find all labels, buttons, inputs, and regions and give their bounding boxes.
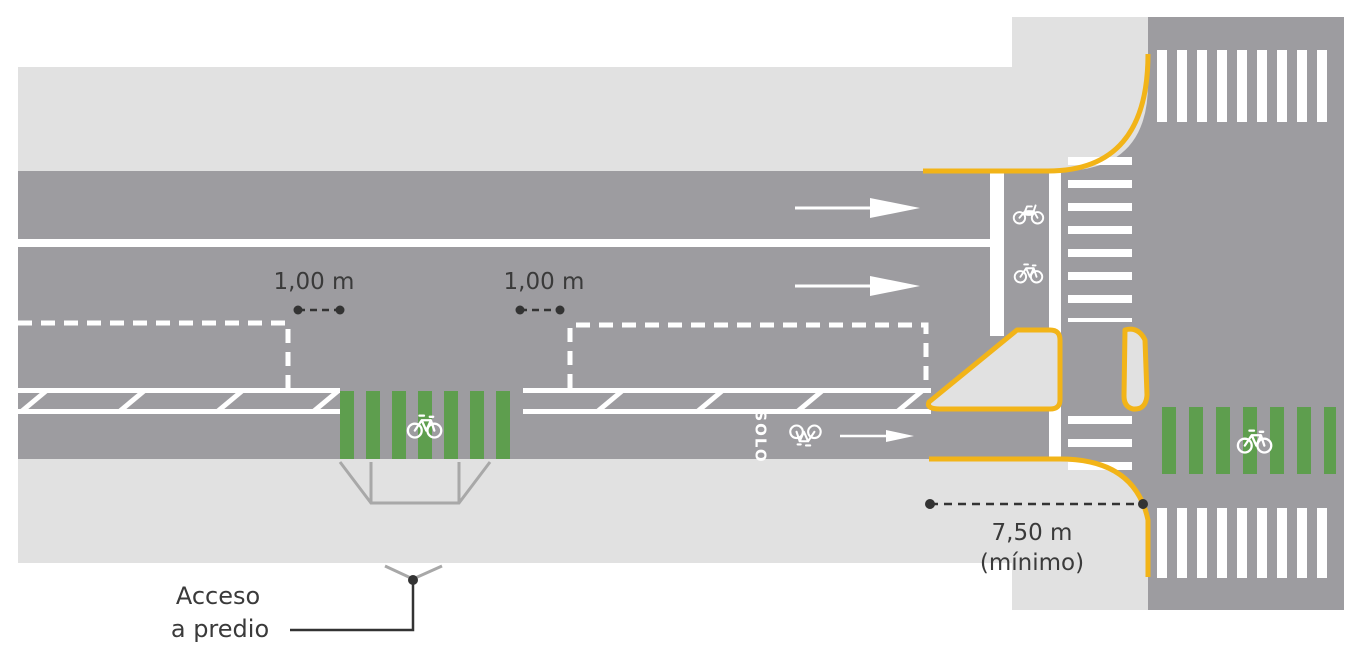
south-sidewalk <box>18 459 1018 563</box>
spacing-label-left: 1,00 m <box>274 269 355 295</box>
curb-top <box>923 53 1151 174</box>
buffer-left-bottom-line <box>18 409 340 414</box>
setback-note-label: (mínimo) <box>980 550 1084 576</box>
spacing-marker-right <box>515 305 565 315</box>
pedestrian-island <box>1121 326 1150 412</box>
main-road <box>18 171 1152 459</box>
arrow-right-icon <box>795 198 920 218</box>
spacing-label-right: 1,00 m <box>504 269 585 295</box>
access-leader <box>290 575 418 632</box>
setback-marker <box>925 499 1148 509</box>
setback-value-label: 7,50 m <box>992 520 1073 546</box>
arrow-right-icon <box>795 276 920 296</box>
refuge-island <box>926 327 1063 412</box>
travel-arrows <box>795 198 920 442</box>
parking-bay-right <box>567 322 929 388</box>
arrow-right-icon <box>840 430 914 442</box>
bike-crossing-intersection <box>1162 407 1336 474</box>
access-label-line2: a predio <box>171 615 269 643</box>
lane-divider-line <box>18 239 993 247</box>
buffer-right-bottom-line <box>523 409 931 414</box>
buffer-right-top-line <box>523 388 931 393</box>
bike-box-line <box>1049 171 1061 459</box>
access-label-line1: Acceso <box>176 582 260 610</box>
buffer-left <box>18 390 340 412</box>
bike-crossing-driveway <box>340 391 522 459</box>
lane-text-solo: SOLO <box>752 410 770 463</box>
spacing-marker-left <box>293 305 345 315</box>
crosswalk-cross-street-top <box>1157 50 1327 122</box>
north-sidewalk <box>18 67 1018 171</box>
bike-lane-buffer <box>18 388 931 414</box>
crosswalk-cross-street-bottom <box>1157 508 1327 578</box>
corner-radius-bottom <box>1018 459 1148 540</box>
curb-highlights <box>923 53 1151 577</box>
buffer-left-top-line <box>18 388 340 393</box>
dimension-annotations: 1,00 m 1,00 m 7,50 m (mínimo) Acceso a p… <box>171 269 1148 643</box>
corner-radius-top <box>1018 84 1148 171</box>
curb-bottom <box>929 456 1151 577</box>
stop-line <box>990 171 1004 336</box>
